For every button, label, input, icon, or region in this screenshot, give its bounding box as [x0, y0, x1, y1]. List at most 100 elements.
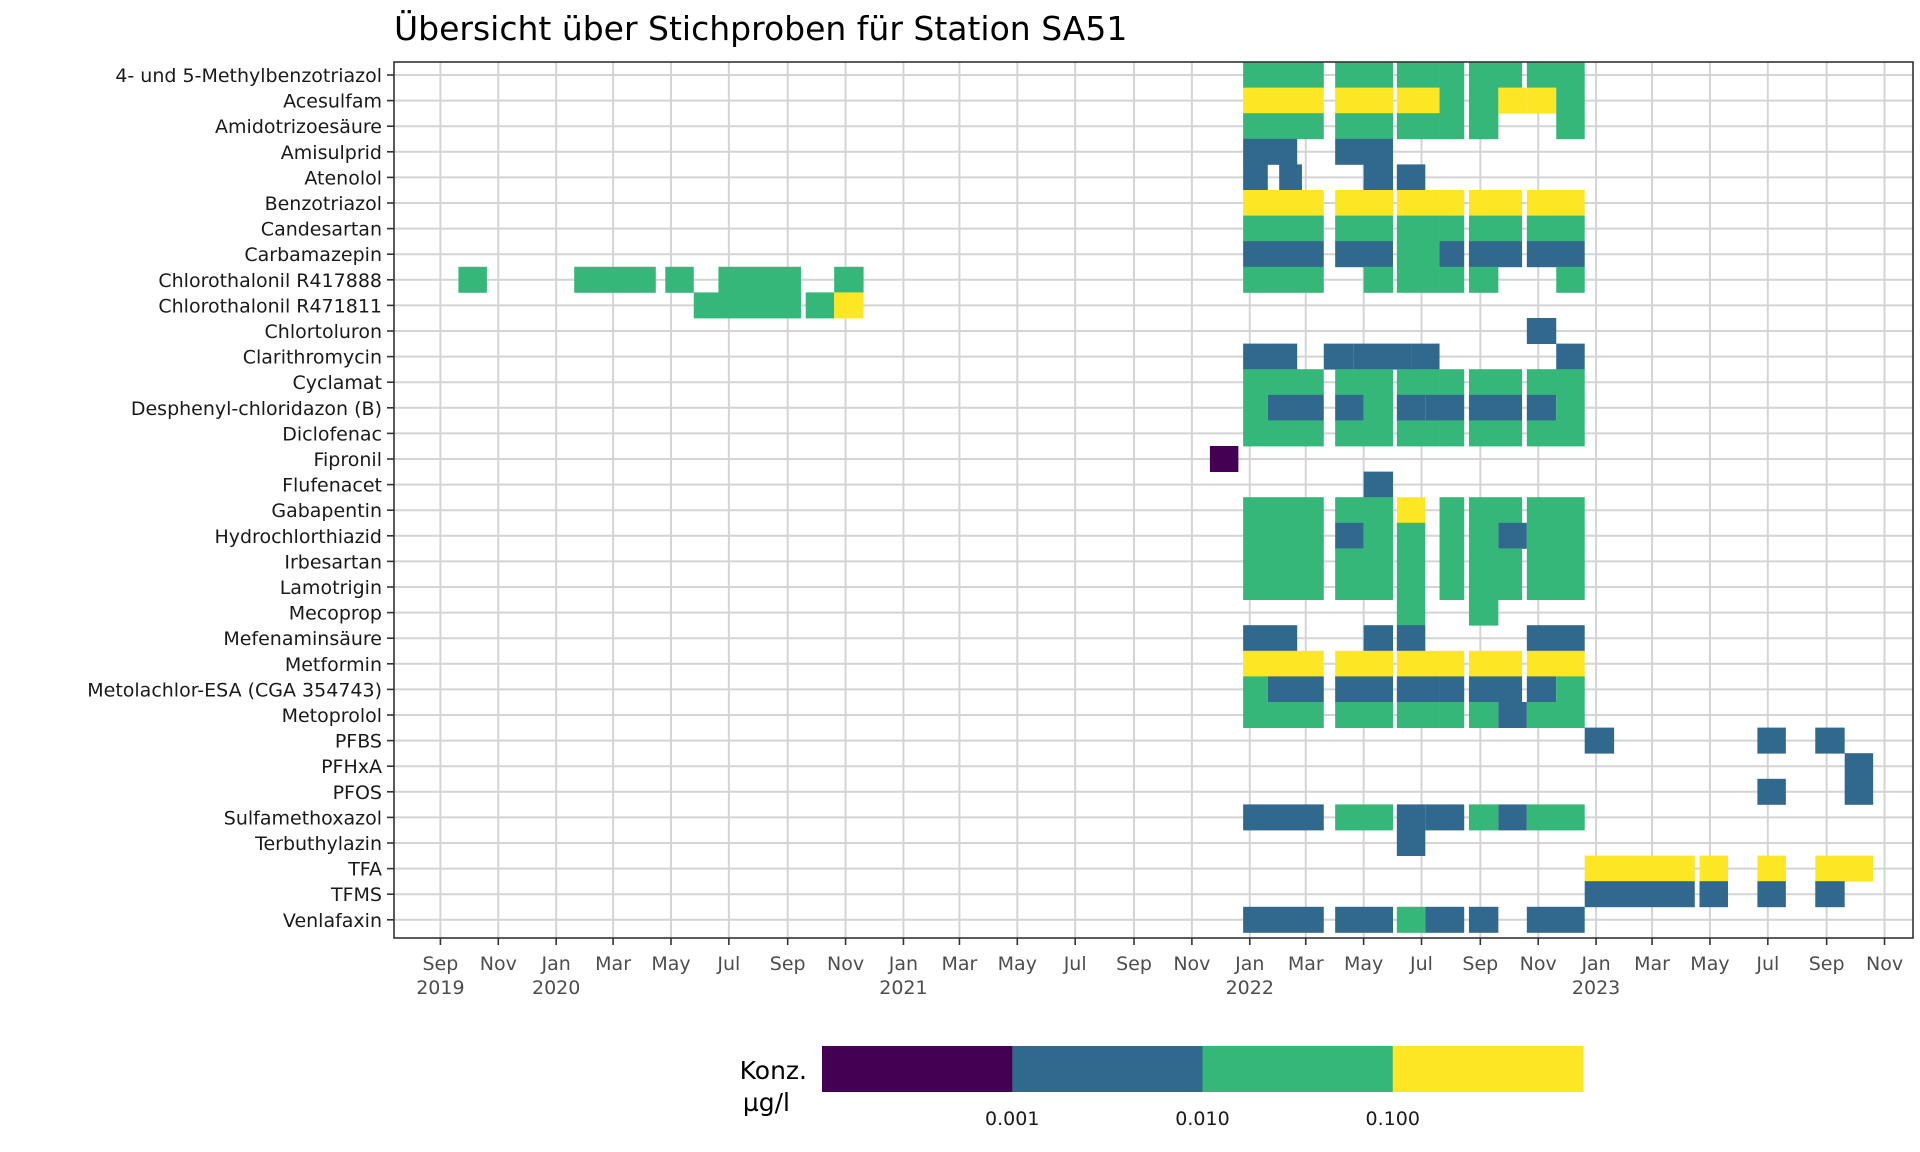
heatmap-cell-venlafaxin [1468, 906, 1499, 933]
heatmap-cell-pfos [1757, 778, 1786, 805]
y-label-metoprolol: Metoprolol [282, 705, 382, 727]
heatmap-cell-acesulfam [1498, 87, 1527, 114]
y-label-atenolol: Atenolol [304, 167, 382, 189]
heatmap-cell-chlorothalonil-r417888 [1439, 266, 1465, 293]
heatmap-cell-irbesartan [1243, 548, 1324, 575]
heatmap-cell-chlorothalonil-r471811 [693, 292, 801, 319]
x-tick-label: Nov [827, 953, 864, 975]
heatmap-cell-metolachlor-esa-cga-354743 [1243, 676, 1268, 703]
y-label-tfa: TFA [347, 859, 382, 881]
heatmap-cell-sulfamethoxazol [1243, 804, 1324, 831]
heatmap-cell-cyclamat [1396, 369, 1440, 396]
heatmap-cell-diclofenac [1468, 420, 1523, 447]
x-tick-label: Nov [480, 953, 517, 975]
heatmap-cell-diclofenac [1335, 420, 1394, 447]
heatmap-cell-gabapentin [1468, 497, 1523, 524]
heatmap-cell-diclofenac [1526, 420, 1585, 447]
heatmap-cell-hydrochlorthiazid [1243, 522, 1324, 549]
heatmap-cell-amisulprid [1243, 138, 1298, 165]
heatmap-cell-amisulprid [1335, 138, 1394, 165]
x-tick-label: Mar [1288, 953, 1324, 975]
heatmap-cell-amidotrizoes-ure [1439, 113, 1465, 140]
heatmap-cell-desphenyl-chloridazon-b [1335, 394, 1364, 421]
heatmap-cell-benzotriazol [1243, 190, 1324, 216]
y-label-venlafaxin: Venlafaxin [283, 910, 382, 932]
y-label-pfos: PFOS [333, 782, 382, 804]
heatmap-cell-metolachlor-esa-cga-354743 [1396, 676, 1440, 703]
x-tick-label: May [651, 953, 690, 975]
heatmap-cell-fipronil [1209, 446, 1239, 472]
heatmap-cell-cyclamat [1526, 369, 1585, 396]
legend-bin-0 [822, 1046, 1013, 1092]
heatmap-cell-chlorothalonil-r471811 [805, 292, 835, 319]
heatmap-cell-gabapentin [1526, 497, 1585, 524]
x-tick-label: Jul [1755, 953, 1779, 975]
heatmap-cells [458, 62, 1874, 933]
heatmap-cell-carbamazepin [1468, 241, 1523, 268]
x-tick-year-label: 2020 [532, 977, 580, 999]
heatmap-cell-atenolol [1363, 164, 1394, 191]
x-tick-year-label: 2019 [416, 977, 464, 999]
heatmap-cell-irbesartan [1439, 548, 1465, 575]
heatmap-cell-hydrochlorthiazid [1335, 522, 1364, 549]
heatmap-cell-irbesartan [1526, 548, 1585, 575]
heatmap-cell-metformin [1243, 650, 1324, 677]
heatmap-cell-venlafaxin [1396, 906, 1426, 933]
heatmap-cell-diclofenac [1396, 420, 1440, 447]
heatmap-cell-carbamazepin [1243, 241, 1324, 268]
heatmap-cell-desphenyl-chloridazon-b [1425, 394, 1465, 421]
heatmap-cell-clarithromycin [1353, 343, 1412, 370]
x-tick-year-label: 2022 [1226, 977, 1274, 999]
heatmap-cell-chlorothalonil-r417888 [1243, 266, 1324, 293]
x-tick-label: Jan [1234, 953, 1264, 975]
heatmap-cell-candesartan [1468, 215, 1523, 242]
heatmap-cell-tfms [1699, 881, 1728, 908]
heatmap-cell-acesulfam [1243, 87, 1324, 114]
heatmap-cell-gabapentin [1243, 497, 1324, 524]
heatmap-cell-4-und-5-methylbenzotriazol [1468, 62, 1523, 88]
heatmap-cell-candesartan [1396, 215, 1440, 242]
heatmap-cell-lamotrigin [1243, 574, 1324, 600]
heatmap-cell-metolachlor-esa-cga-354743 [1468, 676, 1523, 703]
heatmap-cell-lamotrigin [1335, 574, 1394, 600]
heatmap-cell-hydrochlorthiazid [1468, 522, 1499, 549]
heatmap-cell-candesartan [1439, 215, 1465, 242]
heatmap-cell-metformin [1335, 650, 1394, 677]
heatmap-cell-4-und-5-methylbenzotriazol [1335, 62, 1394, 88]
heatmap-cell-benzotriazol [1439, 190, 1465, 216]
x-tick-label: Jan [1580, 953, 1610, 975]
heatmap-cell-desphenyl-chloridazon-b [1556, 394, 1585, 421]
y-label-mecoprop: Mecoprop [289, 603, 382, 625]
heatmap-cell-pfbs [1584, 727, 1615, 754]
heatmap-cell-cyclamat [1439, 369, 1465, 396]
heatmap-cell-venlafaxin [1526, 906, 1585, 933]
y-label-chlorothalonil-r417888: Chlorothalonil R417888 [158, 270, 382, 292]
heatmap-cell-metformin [1396, 650, 1440, 677]
heatmap-cell-chlorothalonil-r417888 [665, 266, 694, 293]
heatmap-cell-sulfamethoxazol [1335, 804, 1394, 831]
y-label-flufenacet: Flufenacet [282, 475, 382, 497]
heatmap-cell-acesulfam [1439, 87, 1465, 114]
heatmap-cell-chlorothalonil-r417888 [1468, 266, 1499, 293]
y-label-pfbs: PFBS [335, 731, 382, 753]
heatmap-cell-sulfamethoxazol [1468, 804, 1499, 831]
heatmap-cell-desphenyl-chloridazon-b [1243, 394, 1268, 421]
x-tick-label: Mar [595, 953, 631, 975]
heatmap-cell-metoprolol [1396, 702, 1440, 728]
heatmap-cell-benzotriazol [1335, 190, 1394, 216]
y-label-sulfamethoxazol: Sulfamethoxazol [224, 807, 382, 829]
heatmap-cell-lamotrigin [1468, 574, 1523, 600]
heatmap-cell-4-und-5-methylbenzotriazol [1526, 62, 1585, 88]
heatmap-cell-chlortoluron [1526, 318, 1557, 344]
y-label-hydrochlorthiazid: Hydrochlorthiazid [214, 526, 382, 548]
x-tick-label: Sep [770, 953, 806, 975]
y-label-diclofenac: Diclofenac [282, 423, 382, 445]
legend-break-label: 0.001 [985, 1108, 1039, 1130]
x-tick-label: Jul [1063, 953, 1087, 975]
heatmap-cell-acesulfam [1468, 87, 1499, 114]
legend: Konz. µg/l 0.001 0.010 0.100 [740, 1046, 1584, 1130]
x-tick-label: Sep [423, 953, 459, 975]
x-tick-label: Sep [1809, 953, 1845, 975]
heatmap-cell-sulfamethoxazol [1526, 804, 1585, 831]
